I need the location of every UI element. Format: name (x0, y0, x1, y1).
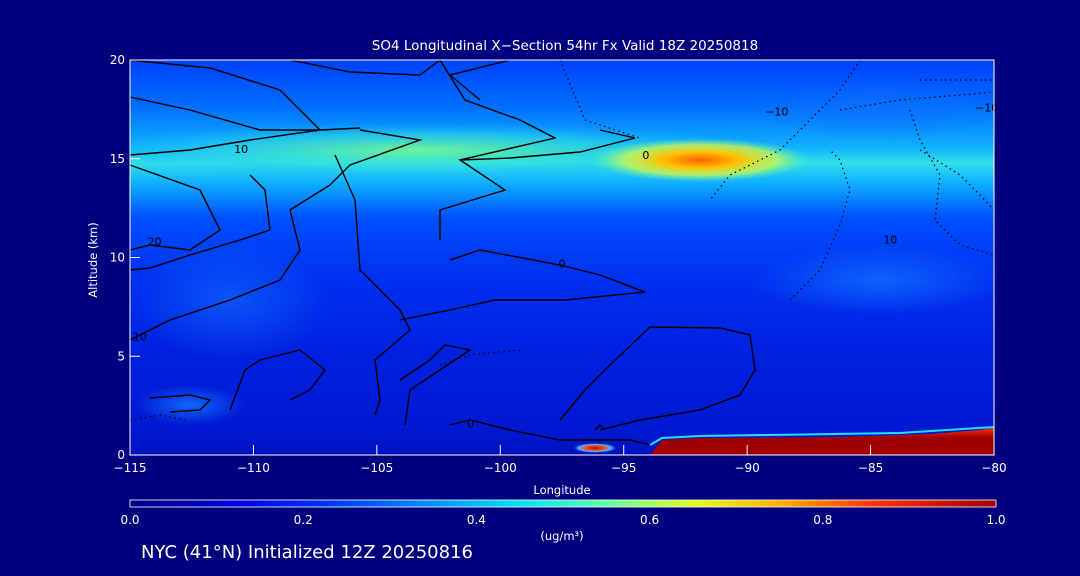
y-tick-label: 20 (110, 53, 125, 67)
contour-label: 10 (234, 143, 248, 156)
colorbar-unit-label: (ug/m³) (540, 529, 583, 543)
x-tick-label: −110 (237, 461, 270, 475)
x-tick-label: −115 (114, 461, 147, 475)
chart-title: SO4 Longitudinal X−Section 54hr Fx Valid… (372, 38, 758, 54)
contour-labels: 10 0 −10 −10 20 0 10 10 0 (133, 101, 998, 430)
x-tick-label: −85 (858, 461, 883, 475)
y-tick-label: 5 (117, 349, 125, 363)
y-tick-label: 10 (110, 251, 125, 265)
colorbar-tick-label: 0.0 (120, 513, 139, 527)
colorbar-ticks: 0.0 0.2 0.4 0.6 0.8 1.0 (120, 513, 1005, 527)
x-tick-label: −80 (981, 461, 1006, 475)
contour-label: 0 (559, 257, 566, 270)
contour-label: 0 (642, 149, 649, 162)
colorbar-tick-label: 1.0 (986, 513, 1005, 527)
colorbar-tick-label: 0.4 (467, 513, 486, 527)
contour-label: 0 (467, 417, 474, 430)
y-axis: 0 5 10 15 20 (110, 53, 140, 462)
contour-label: 10 (133, 331, 147, 344)
contour-label: 10 (883, 234, 897, 247)
colorbar-tick-label: 0.8 (813, 513, 832, 527)
concentration-field (130, 60, 994, 455)
x-tick-label: −100 (484, 461, 517, 475)
y-axis-label: Altitude (km) (86, 222, 100, 297)
colorbar-tick-label: 0.6 (640, 513, 659, 527)
contour-lines (130, 60, 994, 446)
y-tick-label: 15 (110, 152, 125, 166)
x-tick-label: −90 (734, 461, 759, 475)
x-axis-label: Longitude (533, 483, 590, 497)
colorbar (129, 499, 997, 508)
contour-label: 20 (148, 236, 162, 249)
y-tick-label: 0 (117, 448, 125, 462)
footer-caption: NYC (41°N) Initialized 12Z 20250816 (141, 542, 473, 563)
x-tick-label: −95 (611, 461, 636, 475)
colorbar-tick-label: 0.2 (294, 513, 313, 527)
x-tick-label: −105 (360, 461, 393, 475)
contour-label: −10 (765, 105, 788, 118)
contour-label: −10 (975, 101, 998, 114)
x-axis: −115 −110 −105 −100 −95 −90 −85 −80 (114, 445, 1007, 475)
